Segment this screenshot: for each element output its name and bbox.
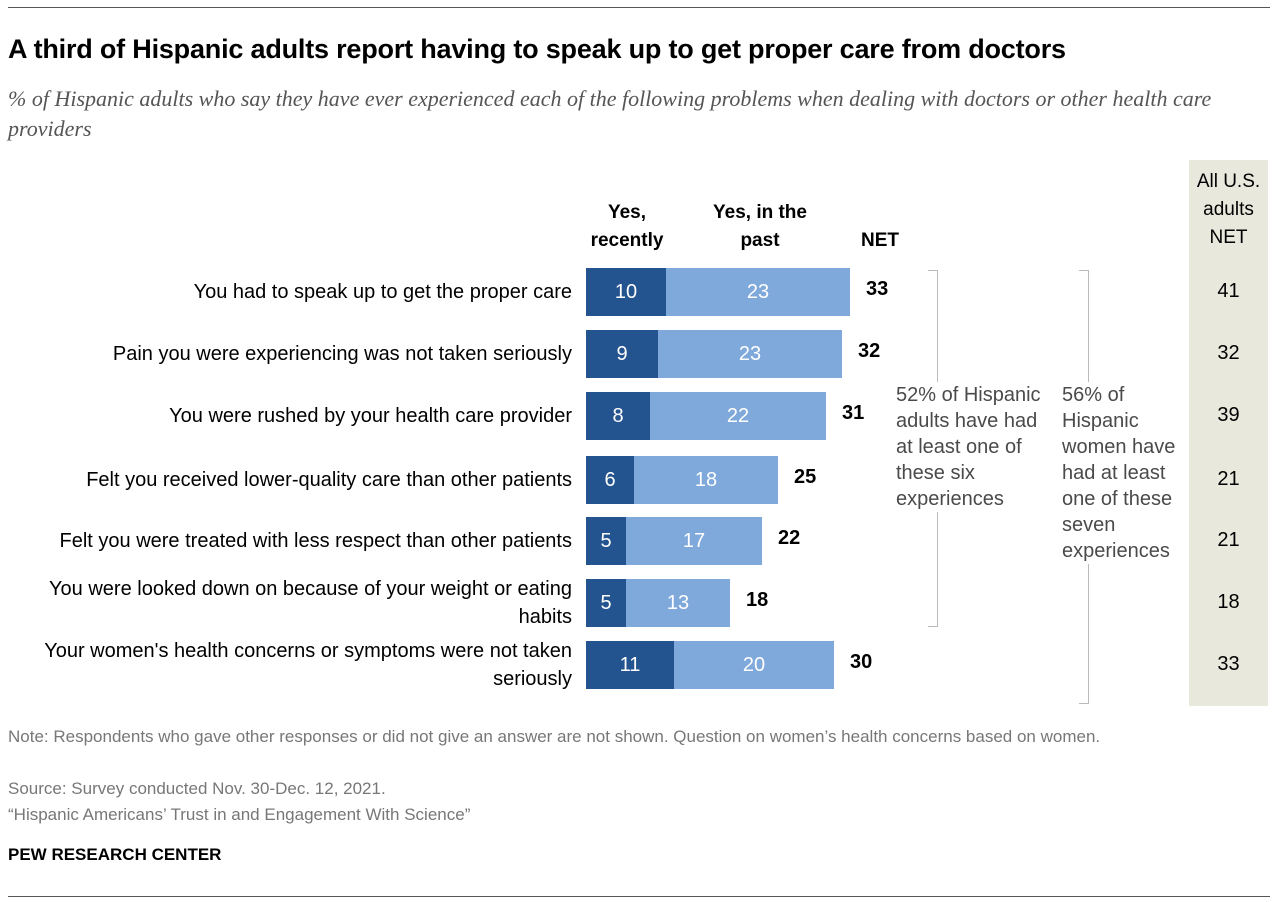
source-text: Source: Survey conducted Nov. 30-Dec. 12… [8, 779, 386, 798]
category-label: You had to speak up to get the proper ca… [193, 281, 572, 303]
org-name: PEW RESEARCH CENTER [8, 845, 222, 864]
us-net-value: 33 [1217, 653, 1240, 675]
note-text: Note: Respondents who gave other respons… [8, 727, 1101, 746]
us-net-value: 21 [1217, 468, 1240, 490]
report-title: “Hispanic Americans’ Trust in and Engage… [8, 805, 471, 824]
category-label: Pain you were experiencing was not taken… [112, 343, 572, 365]
legend-yes-past: Yes, in the past [713, 202, 807, 251]
legend-yes-recently: Yes, recently [590, 202, 664, 251]
annotation-seven: 56% of Hispanic women have had at least … [1062, 382, 1186, 564]
bar-segment-recently: 5 [586, 579, 626, 627]
bar-segment-past: 23 [658, 330, 842, 378]
us-adults-header: All U.S. adults NET [1196, 171, 1261, 248]
net-value: 32 [858, 340, 881, 362]
net-value: 18 [746, 589, 769, 611]
category-label: Felt you were treated with less respect … [59, 530, 573, 552]
bar-segment-past: 20 [674, 641, 834, 689]
net-header: NET [861, 230, 899, 251]
bar-segment-recently: 11 [586, 641, 674, 689]
category-label: You were rushed by your health care prov… [169, 405, 572, 427]
net-value: 22 [778, 527, 801, 549]
bar-segment-recently: 8 [586, 392, 650, 440]
category-label: Felt you received lower-quality care tha… [86, 469, 572, 491]
category-label: Your women's health concerns or symptoms… [44, 640, 572, 690]
bar-segment-past: 13 [626, 579, 730, 627]
bar-segment-recently: 10 [586, 268, 666, 316]
bar-segment-past: 23 [666, 268, 850, 316]
bar-segment-past: 18 [634, 456, 778, 504]
net-value: 31 [842, 402, 865, 424]
bar-segment-recently: 6 [586, 456, 634, 504]
us-net-value: 21 [1217, 529, 1240, 551]
net-value: 33 [866, 278, 889, 300]
us-net-value: 39 [1217, 404, 1240, 426]
top-rule [8, 7, 1270, 8]
annotation-six: 52% of Hispanic adults have had at least… [896, 382, 1044, 512]
us-net-value: 32 [1217, 342, 1240, 364]
us-adults-column [1189, 160, 1268, 706]
bottom-rule [8, 896, 1270, 897]
chart-title: A third of Hispanic adults report having… [8, 34, 1066, 64]
chart-subtitle: % of Hispanic adults who say they have e… [8, 86, 1212, 141]
bar-segment-recently: 9 [586, 330, 658, 378]
us-net-value: 18 [1217, 591, 1240, 613]
us-net-value: 41 [1217, 280, 1240, 302]
bar-segment-past: 17 [626, 517, 762, 565]
bar-segment-recently: 5 [586, 517, 626, 565]
bar-segment-past: 22 [650, 392, 826, 440]
category-label: You were looked down on because of your … [49, 578, 572, 628]
net-value: 25 [794, 466, 817, 488]
net-value: 30 [850, 651, 873, 673]
